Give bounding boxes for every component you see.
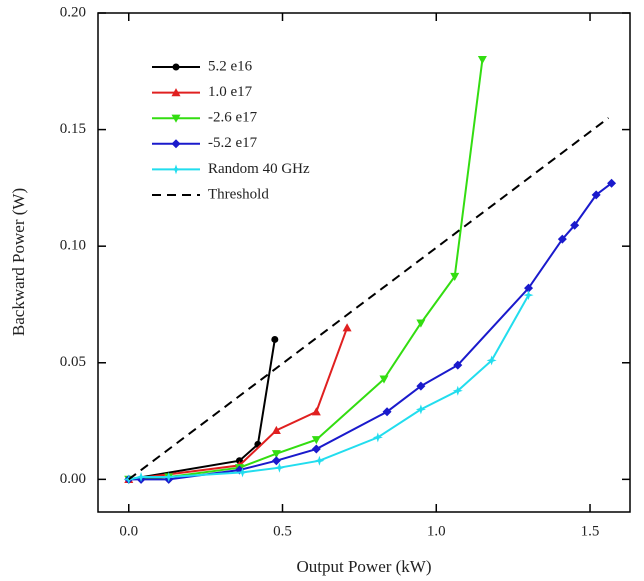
marker (591, 190, 601, 200)
marker (271, 335, 279, 343)
marker (311, 407, 321, 416)
series-line (128, 182, 613, 481)
marker (607, 178, 617, 188)
marker (274, 462, 285, 473)
legend-marker (171, 88, 181, 97)
marker (237, 467, 248, 478)
marker (557, 234, 567, 244)
series-line (128, 327, 349, 481)
legend-label: Random 40 GHz (208, 161, 310, 177)
marker (271, 456, 281, 466)
marker (136, 472, 147, 483)
marker (523, 290, 534, 301)
y-tick-label: 0.10 (60, 238, 86, 254)
marker (415, 404, 426, 415)
marker (416, 319, 426, 328)
legend-marker (171, 139, 181, 149)
marker (314, 455, 325, 466)
series-line (128, 117, 610, 481)
y-tick-label: 0.00 (60, 471, 86, 487)
series-line (128, 339, 276, 481)
legend-label: -2.6 e17 (208, 110, 258, 126)
marker (271, 450, 281, 459)
marker (311, 444, 321, 454)
y-tick-label: 0.20 (60, 4, 86, 20)
legend-marker (171, 114, 181, 123)
marker (163, 472, 174, 483)
marker (486, 355, 497, 366)
marker (570, 220, 580, 230)
marker (271, 425, 281, 434)
legend-label: -5.2 e17 (208, 135, 258, 151)
plot-frame (97, 12, 631, 513)
legend-marker (171, 164, 181, 175)
x-tick-label: 0.0 (119, 523, 138, 539)
marker (452, 385, 463, 396)
x-axis-title: Output Power (kW) (296, 557, 431, 576)
marker (382, 407, 392, 417)
legend-label: Threshold (208, 186, 269, 202)
marker (524, 283, 534, 293)
legend-label: 1.0 e17 (208, 84, 253, 100)
y-tick-label: 0.15 (60, 121, 86, 137)
legend-marker (172, 63, 180, 71)
marker (453, 360, 463, 370)
legend-label: 5.2 e16 (208, 58, 253, 74)
marker (372, 432, 383, 443)
x-tick-label: 0.5 (273, 523, 292, 539)
x-tick-label: 1.0 (427, 523, 446, 539)
series-line (128, 294, 530, 481)
x-tick-label: 1.5 (581, 523, 600, 539)
marker (450, 272, 460, 281)
y-tick-label: 0.05 (60, 354, 86, 370)
marker (379, 375, 389, 384)
y-axis-title: Backward Power (W) (9, 188, 28, 336)
marker (342, 323, 352, 332)
marker (477, 56, 487, 65)
marker (311, 436, 321, 445)
marker (416, 381, 426, 391)
